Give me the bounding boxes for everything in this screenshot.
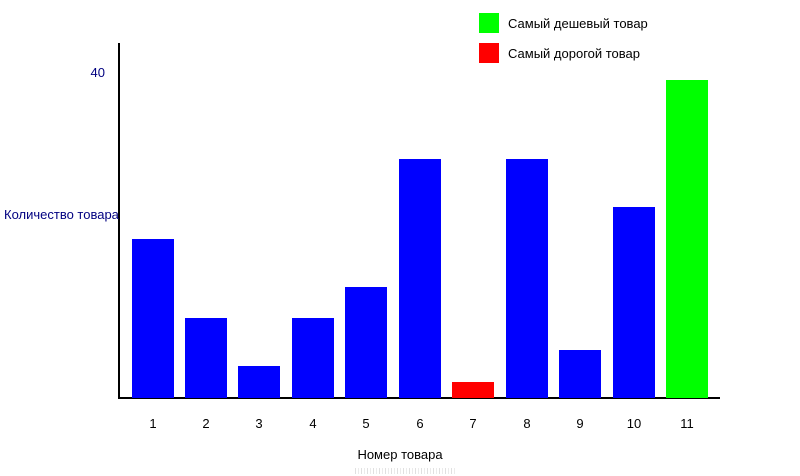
bar-4	[292, 318, 334, 398]
bar-8	[506, 159, 548, 398]
legend-label: Самый дорогой товар	[508, 45, 641, 61]
x-tick-label-4: 4	[309, 416, 317, 431]
legend-item-1: Самый дорогой товар	[479, 43, 648, 63]
x-tick-label-5: 5	[362, 416, 370, 431]
x-tick-label-3: 3	[255, 416, 263, 431]
bar-10	[613, 207, 655, 398]
bar-2	[185, 318, 227, 398]
x-tick-label-6: 6	[416, 416, 424, 431]
legend-item-0: Самый дешевый товар	[479, 13, 648, 33]
bar-11	[666, 80, 708, 398]
bar-7	[452, 382, 494, 398]
x-tick-label-7: 7	[469, 416, 477, 431]
x-axis-title: Номер товара	[357, 447, 443, 462]
legend: Самый дешевый товар Самый дорогой товар	[479, 13, 648, 63]
bar-3	[238, 366, 280, 398]
y-axis-title: Количество товара	[4, 207, 119, 222]
legend-swatch-icon	[479, 43, 499, 63]
bar-5	[345, 287, 387, 398]
x-tick-label-8: 8	[523, 416, 531, 431]
y-axis-tick-label: 40	[90, 65, 105, 80]
x-tick-label-9: 9	[576, 416, 584, 431]
x-tick-label-2: 2	[202, 416, 210, 431]
cutoff-text-artifact	[355, 468, 457, 474]
bar-6	[399, 159, 441, 398]
x-axis-line	[118, 397, 720, 399]
x-tick-label-11: 11	[680, 416, 694, 431]
legend-label: Самый дешевый товар	[508, 15, 648, 31]
legend-swatch-icon	[479, 13, 499, 33]
y-axis-line	[118, 43, 120, 399]
x-tick-label-10: 10	[626, 416, 642, 431]
bar-1	[132, 239, 174, 398]
bar-9	[559, 350, 601, 398]
x-tick-label-1: 1	[149, 416, 157, 431]
